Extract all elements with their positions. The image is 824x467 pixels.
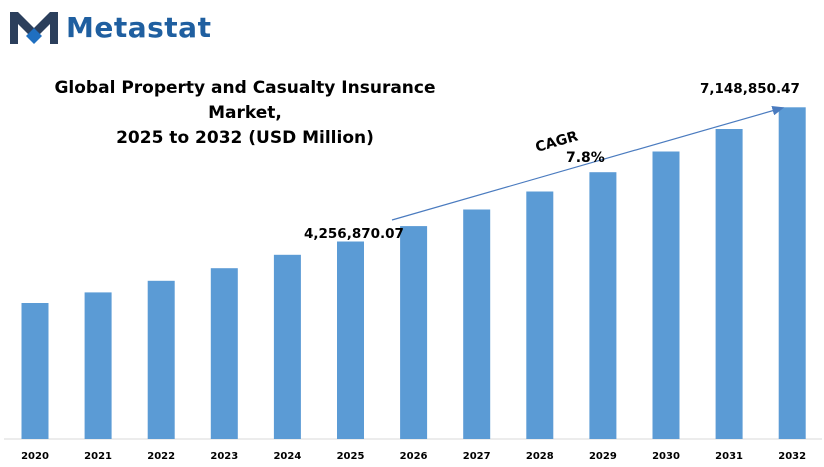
bar-2020 <box>21 303 49 439</box>
cagr-value: 7.8% <box>566 150 605 166</box>
x-tick-2028: 2028 <box>526 451 554 462</box>
bar-2022 <box>147 280 175 439</box>
bar-2028 <box>526 191 554 439</box>
x-tick-2025: 2025 <box>337 451 365 462</box>
bar-2021 <box>84 292 112 439</box>
x-tick-labels: 2020 2021 2022 2023 2024 2025 2026 2027 2028 2029… <box>21 451 806 462</box>
bar-2029 <box>589 172 617 439</box>
brand-name: Metastat <box>66 10 212 44</box>
bar-2030 <box>652 151 680 439</box>
x-tick-2027: 2027 <box>463 451 491 462</box>
cagr-arrow <box>391 106 785 221</box>
start-value-label: 4,256,870.07 <box>304 226 404 242</box>
bar-2025 <box>337 241 364 439</box>
x-tick-2026: 2026 <box>400 451 428 462</box>
brand-logo: Metastat <box>8 8 211 46</box>
bar-2031 <box>715 129 743 439</box>
bar-2027 <box>463 209 491 439</box>
x-tick-2020: 2020 <box>21 451 49 462</box>
bar-2032 <box>778 107 806 440</box>
bar-2023 <box>210 268 238 439</box>
x-tick-2029: 2029 <box>589 451 617 462</box>
chart-title: Global Property and Casualty Insurance M… <box>20 76 470 151</box>
bar-2026 <box>400 226 428 439</box>
x-tick-2031: 2031 <box>715 451 743 462</box>
chart-title-line-1: Global Property and Casualty Insurance M… <box>54 78 436 123</box>
bar-2024 <box>273 254 301 439</box>
x-tick-2032: 2032 <box>778 451 806 462</box>
end-value-label: 7,148,850.47 <box>700 81 800 97</box>
metastat-m-icon <box>10 12 58 44</box>
x-tick-2023: 2023 <box>210 451 238 462</box>
x-tick-2021: 2021 <box>84 451 112 462</box>
bars-group <box>21 107 806 440</box>
x-tick-2024: 2024 <box>273 451 301 462</box>
x-tick-2030: 2030 <box>652 451 680 462</box>
x-tick-2022: 2022 <box>147 451 175 462</box>
chart-title-line-2: 2025 to 2032 (USD Million) <box>116 128 374 148</box>
